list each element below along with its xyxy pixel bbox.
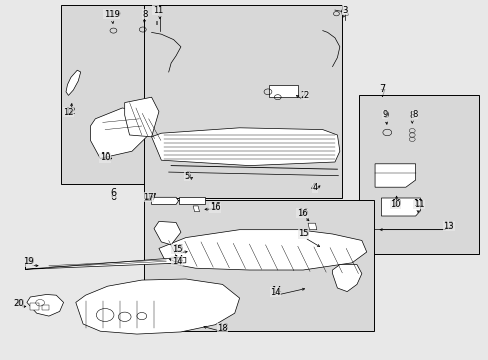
Polygon shape [268,85,298,97]
Bar [41,305,49,310]
Text: 10: 10 [100,153,110,162]
Text: 5: 5 [184,172,189,181]
Text: 3: 3 [342,5,347,14]
Polygon shape [66,70,81,95]
Text: 11: 11 [413,200,424,209]
Polygon shape [25,257,185,269]
Text: 11: 11 [412,199,423,208]
Polygon shape [76,279,239,334]
Text: 10: 10 [100,152,110,161]
Text: 4: 4 [312,184,317,192]
Text: 12: 12 [63,108,74,117]
Text: 119: 119 [103,10,119,19]
Polygon shape [27,294,63,316]
Polygon shape [179,197,205,204]
Text: 8: 8 [409,111,414,120]
Bar [144,5,342,198]
Text: 7: 7 [379,84,385,94]
Bar [61,5,166,184]
Text: 3: 3 [342,5,347,14]
Text: 119: 119 [104,10,120,19]
Text: 14: 14 [173,255,183,264]
Polygon shape [341,10,347,15]
Text: 4: 4 [310,183,315,192]
Polygon shape [193,206,199,212]
Text: 12: 12 [64,107,75,116]
Polygon shape [155,21,157,24]
Text: 1: 1 [153,5,158,14]
Text: 5: 5 [185,171,190,180]
Text: 11: 11 [412,199,423,208]
Bar [144,200,373,331]
Text: 13: 13 [443,222,453,231]
Polygon shape [159,230,366,270]
Text: 19: 19 [24,256,35,265]
Polygon shape [124,97,159,137]
Text: 10: 10 [390,199,401,208]
Text: 15: 15 [171,245,182,253]
Text: 15: 15 [173,244,183,253]
Bar [30,303,39,310]
Text: 2: 2 [303,91,307,100]
Text: 18: 18 [217,324,227,333]
Text: 17: 17 [146,193,157,202]
Text: 9: 9 [382,110,387,119]
Polygon shape [151,197,178,204]
Text: 16: 16 [297,208,308,217]
Text: 6: 6 [110,192,116,202]
Polygon shape [90,108,149,158]
Polygon shape [151,128,339,166]
Text: 8: 8 [142,10,147,19]
Text: 16: 16 [209,203,220,212]
Text: 20: 20 [13,299,24,308]
Polygon shape [307,223,316,230]
Text: 17: 17 [142,193,153,202]
Text: 7: 7 [379,89,385,99]
Text: 18: 18 [218,323,228,332]
Text: 16: 16 [209,202,220,211]
Text: 14: 14 [270,287,281,295]
Text: 8: 8 [142,10,147,19]
Text: 2: 2 [300,91,305,100]
Polygon shape [381,198,420,216]
Text: 14: 14 [171,256,182,265]
Bar [359,95,478,254]
Polygon shape [332,265,361,292]
Text: 16: 16 [296,208,307,217]
Text: 6: 6 [110,188,116,198]
Text: 10: 10 [389,200,400,209]
Text: 1: 1 [157,5,162,14]
Text: 13: 13 [442,220,452,230]
Text: 20: 20 [14,298,25,307]
Text: 14: 14 [269,288,280,297]
Text: 8: 8 [411,110,416,119]
Polygon shape [154,221,181,245]
Polygon shape [374,164,415,187]
Text: 15: 15 [299,229,309,238]
Text: 19: 19 [23,257,34,266]
Text: 9: 9 [383,111,388,120]
Text: 15: 15 [297,230,308,239]
